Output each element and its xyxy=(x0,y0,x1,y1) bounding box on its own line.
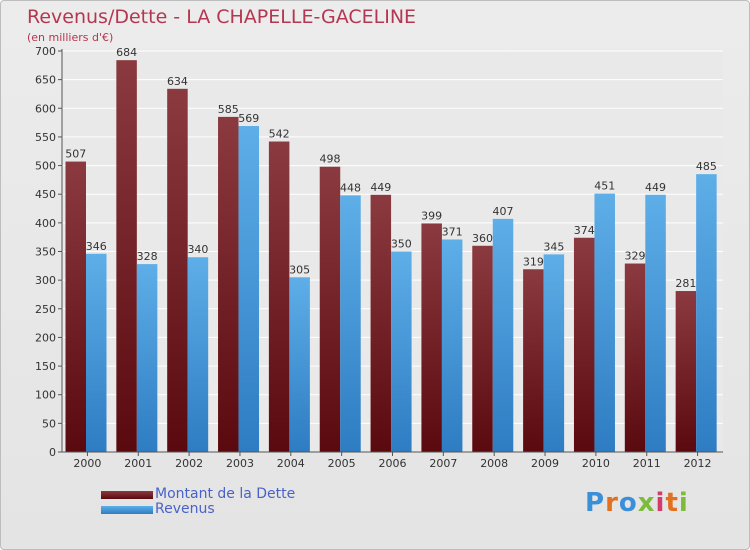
y-tick-label: 200 xyxy=(35,331,56,344)
y-tick-label: 450 xyxy=(35,188,56,201)
data-label: 449 xyxy=(645,181,666,194)
data-label: 360 xyxy=(472,232,493,245)
x-tick-label: 2011 xyxy=(633,457,661,470)
bar-revenue xyxy=(391,251,412,452)
x-tick-label: 2000 xyxy=(73,457,101,470)
bar-debt xyxy=(523,269,544,452)
y-tick-label: 250 xyxy=(35,303,56,316)
x-tick-label: 2005 xyxy=(328,457,356,470)
bar-debt xyxy=(65,161,86,452)
bar-revenue xyxy=(492,218,514,452)
x-tick-label: 2009 xyxy=(531,457,559,470)
x-tick-label: 2006 xyxy=(379,457,407,470)
data-label: 345 xyxy=(543,240,564,253)
y-tick-label: 600 xyxy=(35,102,56,115)
bar-debt xyxy=(624,263,646,452)
legend-label-revenue: Revenus xyxy=(155,501,215,517)
bar-revenue xyxy=(340,195,361,453)
bar-revenue xyxy=(696,174,717,452)
data-label: 374 xyxy=(574,224,595,237)
data-label: 634 xyxy=(167,75,188,88)
x-tick-label: 2004 xyxy=(277,457,305,470)
x-tick-label: 2010 xyxy=(582,457,610,470)
data-label: 399 xyxy=(421,209,442,222)
bar-revenue xyxy=(594,193,615,453)
data-label: 340 xyxy=(187,243,208,256)
x-tick-label: 2002 xyxy=(175,457,203,470)
y-tick-label: 0 xyxy=(49,446,56,459)
x-tick-label: 2012 xyxy=(684,457,712,470)
legend-label-debt: Montant de la Dette xyxy=(155,486,296,502)
data-label: 328 xyxy=(137,250,158,263)
y-tick-label: 700 xyxy=(35,45,56,58)
data-label: 319 xyxy=(523,255,544,268)
data-label: 569 xyxy=(238,112,259,125)
bar-revenue xyxy=(136,264,158,452)
proxiti-logo: Proxiti xyxy=(585,488,689,518)
data-label: 350 xyxy=(391,238,412,251)
data-label: 485 xyxy=(696,160,717,173)
data-label: 346 xyxy=(86,240,107,253)
bar-revenue xyxy=(289,277,310,452)
bar-revenue xyxy=(441,239,463,452)
data-label: 542 xyxy=(269,128,290,141)
data-label: 507 xyxy=(65,148,86,161)
data-label: 281 xyxy=(675,277,696,290)
y-tick-label: 100 xyxy=(35,389,56,402)
bar-debt xyxy=(472,245,493,452)
data-label: 684 xyxy=(116,46,137,59)
bar-revenue xyxy=(645,194,666,452)
bar-debt xyxy=(573,237,595,452)
bar-debt xyxy=(319,166,341,452)
y-tick-label: 300 xyxy=(35,274,56,287)
bar-revenue xyxy=(187,257,209,452)
y-tick-label: 650 xyxy=(35,74,56,87)
data-label: 305 xyxy=(289,263,310,276)
chart-title: Revenus/Dette - LA CHAPELLE-GACELINE xyxy=(27,6,417,28)
bar-revenue xyxy=(543,254,565,452)
legend-item-revenue: Revenus xyxy=(101,502,295,517)
data-label: 449 xyxy=(370,181,391,194)
bar-debt xyxy=(370,194,392,452)
data-label: 329 xyxy=(625,250,646,263)
chart-subtitle: (en milliers d'€) xyxy=(27,31,114,44)
bar-debt xyxy=(675,291,697,452)
legend-swatch-debt xyxy=(101,490,153,499)
y-tick-label: 50 xyxy=(42,417,56,430)
bar-debt xyxy=(268,141,290,453)
bar-debt xyxy=(116,60,137,453)
bar-debt xyxy=(421,223,442,452)
data-label: 498 xyxy=(319,153,340,166)
y-tick-label: 550 xyxy=(35,131,56,144)
bar-revenue xyxy=(238,126,260,453)
legend-item-debt: Montant de la Dette xyxy=(101,487,295,502)
x-tick-label: 2008 xyxy=(480,457,508,470)
y-tick-label: 500 xyxy=(35,160,56,173)
bar-revenue xyxy=(86,253,107,452)
data-label: 407 xyxy=(493,205,514,218)
x-tick-label: 2007 xyxy=(429,457,457,470)
data-label: 371 xyxy=(442,225,463,238)
data-label: 448 xyxy=(340,181,361,194)
y-tick-label: 400 xyxy=(35,217,56,230)
legend: Montant de la Dette Revenus xyxy=(101,487,295,517)
legend-swatch-revenue xyxy=(101,505,153,514)
y-tick-label: 150 xyxy=(35,360,56,373)
data-label: 585 xyxy=(218,103,239,116)
x-tick-label: 2003 xyxy=(226,457,254,470)
y-tick-label: 350 xyxy=(35,246,56,259)
x-tick-label: 2001 xyxy=(124,457,152,470)
data-label: 451 xyxy=(594,180,615,193)
bar-debt xyxy=(218,116,239,452)
bar-debt xyxy=(167,88,188,453)
